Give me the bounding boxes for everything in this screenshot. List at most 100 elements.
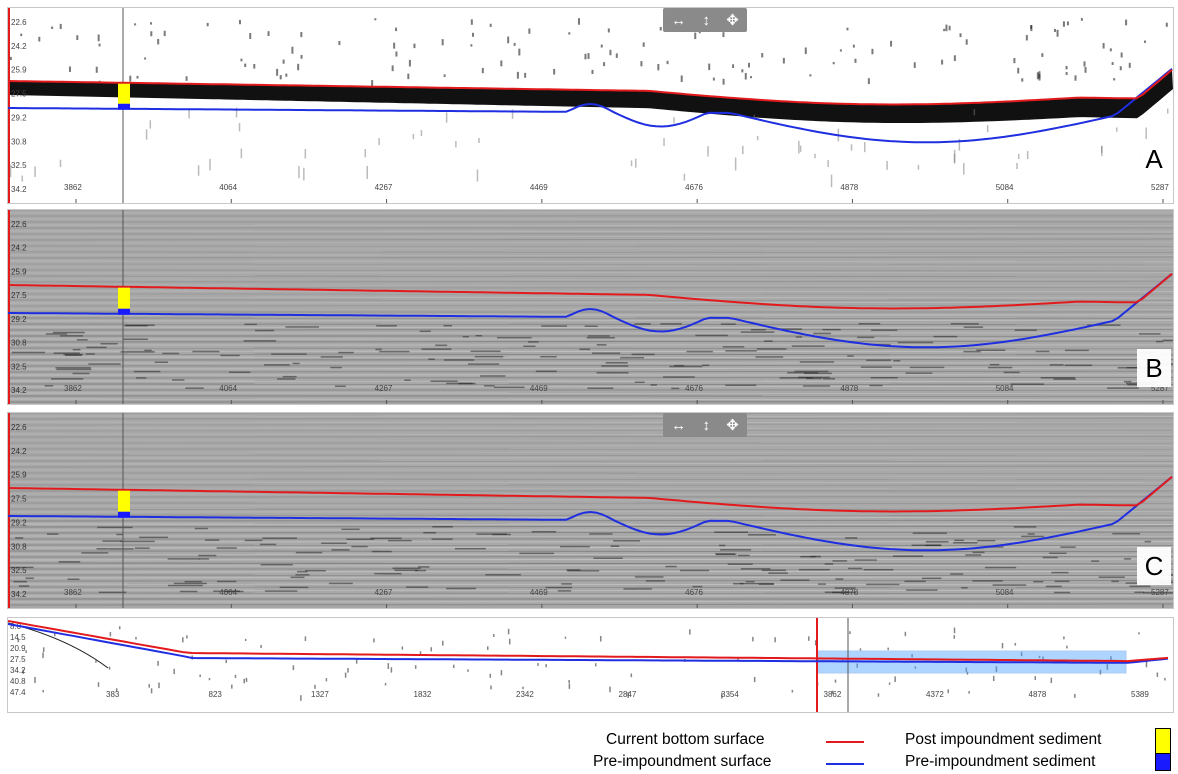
reflection-trace bbox=[8, 487, 1173, 490]
water-column-noise bbox=[1025, 35, 1028, 41]
overview-x-tick: 3862 bbox=[824, 690, 842, 699]
seismic-profile-b[interactable]: 22.6 24.2 25.9 27.5 29.2 30.8 32.5 34.2 3862 4064… bbox=[8, 210, 1173, 404]
overview-noise bbox=[208, 678, 211, 681]
subbottom-noise bbox=[1016, 162, 1018, 170]
reflection-trace bbox=[120, 540, 155, 543]
reflection-trace bbox=[906, 589, 938, 591]
water-column-noise bbox=[59, 23, 62, 30]
water-column-noise bbox=[1120, 52, 1123, 58]
overview-noise bbox=[968, 691, 970, 694]
reflection-trace bbox=[8, 260, 1173, 263]
overview-noise bbox=[508, 638, 511, 645]
subbottom-noise bbox=[235, 107, 238, 118]
overview-noise bbox=[34, 677, 36, 683]
water-column-noise bbox=[890, 40, 893, 47]
reflection-trace bbox=[392, 567, 421, 570]
depth-tick-label: 22.6 bbox=[11, 423, 27, 432]
reflection-trace bbox=[443, 324, 452, 327]
legend-post-sediment-label: Post impoundment sediment bbox=[905, 731, 1102, 748]
reflection-trace bbox=[8, 269, 1173, 272]
reflection-trace bbox=[8, 319, 1173, 322]
reflection-trace bbox=[755, 356, 784, 358]
reflection-trace bbox=[277, 378, 296, 380]
reflection-trace bbox=[154, 361, 168, 363]
depth-tick-label: 24.2 bbox=[11, 42, 27, 51]
reflection-trace bbox=[634, 576, 664, 578]
subbottom-noise bbox=[799, 145, 802, 152]
reflection-trace bbox=[645, 580, 665, 582]
current-bottom-surface-line bbox=[8, 69, 1173, 106]
water-column-noise bbox=[1111, 62, 1114, 65]
reflection-trace bbox=[167, 558, 200, 560]
overview-profile[interactable]: 8.0 14.5 20.9 27.5 34.2 40.8 47.4 383 823 1327 183… bbox=[7, 617, 1174, 713]
water-column-noise bbox=[945, 24, 948, 32]
move-icon[interactable]: ✥ bbox=[726, 12, 739, 29]
reflection-trace bbox=[8, 413, 1173, 415]
subbottom-noise bbox=[1115, 127, 1118, 132]
x-tick-label: 5287 bbox=[1151, 384, 1169, 393]
overview-noise bbox=[1145, 661, 1148, 668]
water-column-noise bbox=[1013, 58, 1016, 64]
water-column-noise bbox=[1109, 48, 1112, 52]
profile-panel-a[interactable]: 22.6 24.2 25.9 27.5 29.2 30.8 32.5 34.2 3862 4064… bbox=[7, 7, 1174, 204]
overview-noise bbox=[791, 689, 794, 693]
reflection-trace bbox=[768, 572, 788, 574]
depth-tick-label: 25.9 bbox=[11, 66, 27, 75]
pan-vertical-icon[interactable]: ↕ bbox=[702, 11, 710, 29]
reflection-trace bbox=[800, 555, 816, 558]
pan-horizontal-icon[interactable]: ↔ bbox=[671, 11, 687, 29]
pan-horizontal-icon[interactable]: ↔ bbox=[671, 416, 687, 434]
overview-noise bbox=[467, 669, 469, 672]
profile-panel-c[interactable]: 22.6 24.2 25.9 27.5 29.2 30.8 32.5 34.2 3862 4064… bbox=[7, 412, 1174, 609]
water-column-noise bbox=[185, 76, 188, 81]
reflection-trace bbox=[779, 328, 802, 330]
water-column-noise bbox=[741, 69, 744, 73]
reflection-trace bbox=[722, 346, 745, 348]
overview-noise bbox=[243, 678, 245, 684]
reflection-trace bbox=[954, 539, 964, 542]
reflection-trace bbox=[613, 540, 641, 542]
overview-noise bbox=[225, 659, 227, 664]
profile-panel-b[interactable]: 22.6 24.2 25.9 27.5 29.2 30.8 32.5 34.2 3862 4064… bbox=[7, 209, 1174, 405]
reflection-trace bbox=[984, 566, 1017, 569]
subbottom-noise bbox=[1166, 108, 1169, 114]
current-bottom-surface-line bbox=[8, 476, 1173, 513]
water-column-noise bbox=[708, 63, 711, 71]
subbottom-noise bbox=[850, 144, 853, 151]
reflection-trace bbox=[1027, 533, 1035, 535]
pan-vertical-icon[interactable]: ↕ bbox=[702, 416, 710, 434]
move-icon[interactable]: ✥ bbox=[726, 417, 739, 434]
reflection-trace bbox=[8, 514, 1173, 517]
water-column-noise bbox=[500, 60, 503, 67]
reflection-trace bbox=[1129, 585, 1151, 588]
reflection-trace bbox=[1033, 580, 1044, 583]
depth-tick-label: 24.2 bbox=[11, 447, 27, 456]
reflection-trace bbox=[1054, 580, 1070, 583]
reflection-trace bbox=[739, 582, 774, 585]
reflection-trace bbox=[870, 376, 898, 379]
echogram-a[interactable]: 22.6 24.2 25.9 27.5 29.2 30.8 32.5 34.2 3862 4064… bbox=[8, 8, 1173, 203]
subbottom-noise bbox=[412, 133, 415, 140]
reflection-trace bbox=[579, 348, 590, 351]
zoom-toolbar-c: ↔ ↕ ✥ bbox=[663, 413, 747, 437]
water-column-noise bbox=[291, 46, 294, 54]
overview-noise bbox=[1034, 676, 1036, 680]
reflection-trace bbox=[535, 370, 557, 373]
overview-noise bbox=[859, 648, 862, 651]
depth-tick-label: 29.2 bbox=[11, 518, 27, 527]
overview-chart[interactable]: 8.0 14.5 20.9 27.5 34.2 40.8 47.4 383 823 1327 183… bbox=[8, 618, 1173, 712]
overview-noise bbox=[1138, 632, 1140, 635]
zoom-toolbar-a: ↔ ↕ ✥ bbox=[663, 8, 747, 32]
water-column-noise bbox=[282, 59, 285, 64]
overview-noise bbox=[1099, 669, 1102, 675]
reflection-trace bbox=[470, 350, 501, 353]
water-column-noise bbox=[941, 59, 944, 65]
reflection-trace bbox=[376, 325, 397, 327]
reflection-trace bbox=[8, 301, 1173, 304]
reflection-trace bbox=[559, 545, 590, 548]
water-column-noise bbox=[959, 33, 962, 38]
seismic-profile-c[interactable]: 22.6 24.2 25.9 27.5 29.2 30.8 32.5 34.2 3862 4064… bbox=[8, 413, 1173, 608]
reflection-trace bbox=[634, 381, 645, 384]
subbottom-noise bbox=[445, 112, 448, 123]
water-column-noise bbox=[68, 66, 71, 72]
